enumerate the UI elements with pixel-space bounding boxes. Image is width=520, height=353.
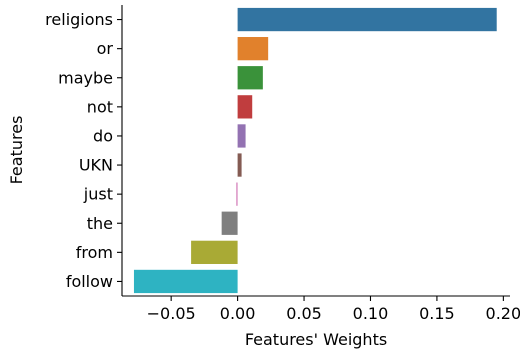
bar-not xyxy=(237,95,253,119)
y-tick-label: just xyxy=(83,185,113,204)
y-tick-label: or xyxy=(97,39,114,58)
bar-the xyxy=(221,211,238,235)
y-tick-label: do xyxy=(93,126,113,145)
y-tick-label: maybe xyxy=(58,68,113,87)
bar-maybe xyxy=(237,66,263,90)
bar-just xyxy=(236,182,238,206)
y-tick-label: religions xyxy=(45,10,113,29)
y-tick-label: not xyxy=(87,97,113,116)
x-axis-title: Features' Weights xyxy=(245,330,387,349)
y-tick-label: from xyxy=(76,243,113,262)
y-tick-label: UKN xyxy=(79,156,113,175)
bar-from xyxy=(191,240,238,264)
bar-religions xyxy=(237,7,497,32)
x-tick-label: 0.20 xyxy=(486,304,520,323)
y-axis-title: Features xyxy=(7,116,26,185)
y-tick-label: follow xyxy=(66,272,113,291)
bar-follow xyxy=(133,269,238,294)
x-tick-label: −0.05 xyxy=(147,304,196,323)
bar-or xyxy=(237,37,269,61)
bar-ukn xyxy=(237,153,242,177)
y-tick-label: the xyxy=(87,214,113,233)
bars-group xyxy=(133,7,497,294)
x-tick-label: 0.10 xyxy=(353,304,389,323)
x-tick-label: 0.00 xyxy=(220,304,256,323)
x-tick-label: 0.05 xyxy=(286,304,322,323)
x-tick-label: 0.15 xyxy=(419,304,455,323)
x-axis-ticks: −0.05 0.00 0.05 0.10 0.15 0.20 xyxy=(147,296,520,323)
y-axis-ticks: religions or maybe not do UKN just the from follo… xyxy=(45,10,122,291)
bar-do xyxy=(237,124,246,148)
